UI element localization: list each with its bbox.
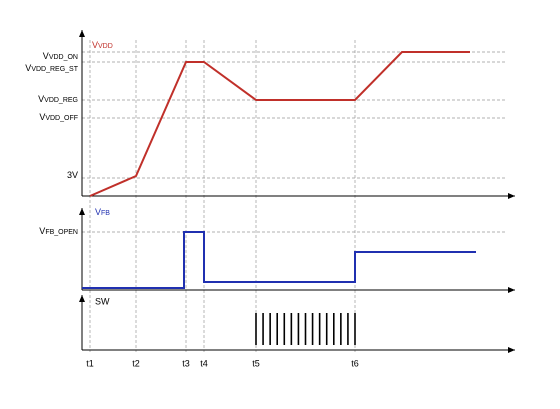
level-sub: VDD_REG: [44, 97, 78, 104]
time-label: t5: [252, 358, 260, 368]
vfb-name: VFB: [95, 207, 110, 217]
grid: [82, 40, 505, 352]
time-label: t3: [182, 358, 190, 368]
level-label: VVDD_REG_ST: [25, 63, 78, 73]
level-main: V: [39, 112, 45, 122]
level-main: V: [39, 226, 45, 236]
level-sub: FB_OPEN: [45, 229, 78, 236]
level-main: V: [25, 63, 31, 73]
level-sub: VDD_REG_ST: [31, 66, 78, 73]
time-label: t2: [132, 358, 140, 368]
vdd-name: VVDD: [92, 40, 113, 50]
level-main: V: [43, 51, 49, 61]
level-label: 3V: [67, 170, 78, 180]
level-main: 3V: [67, 170, 78, 180]
sw-pulses: [255, 313, 356, 345]
level-sub: VDD_ON: [49, 54, 78, 61]
level-label: VFB_OPEN: [39, 226, 78, 236]
sw-name: SW: [95, 296, 110, 306]
time-label: t6: [351, 358, 359, 368]
level-main: V: [38, 94, 44, 104]
vdd-waveform: [89, 51, 470, 197]
level-label: VVDD_OFF: [39, 112, 78, 122]
level-sub: VDD_OFF: [45, 115, 78, 122]
labels: VVDD_ONVVDD_REG_STVVDD_REGVVDD_OFF3VVFB_…: [25, 51, 358, 368]
time-label: t4: [200, 358, 208, 368]
vfb-waveform: [82, 231, 476, 289]
level-label: VVDD_ON: [43, 51, 78, 61]
time-label: t1: [86, 358, 94, 368]
level-label: VVDD_REG: [38, 94, 78, 104]
